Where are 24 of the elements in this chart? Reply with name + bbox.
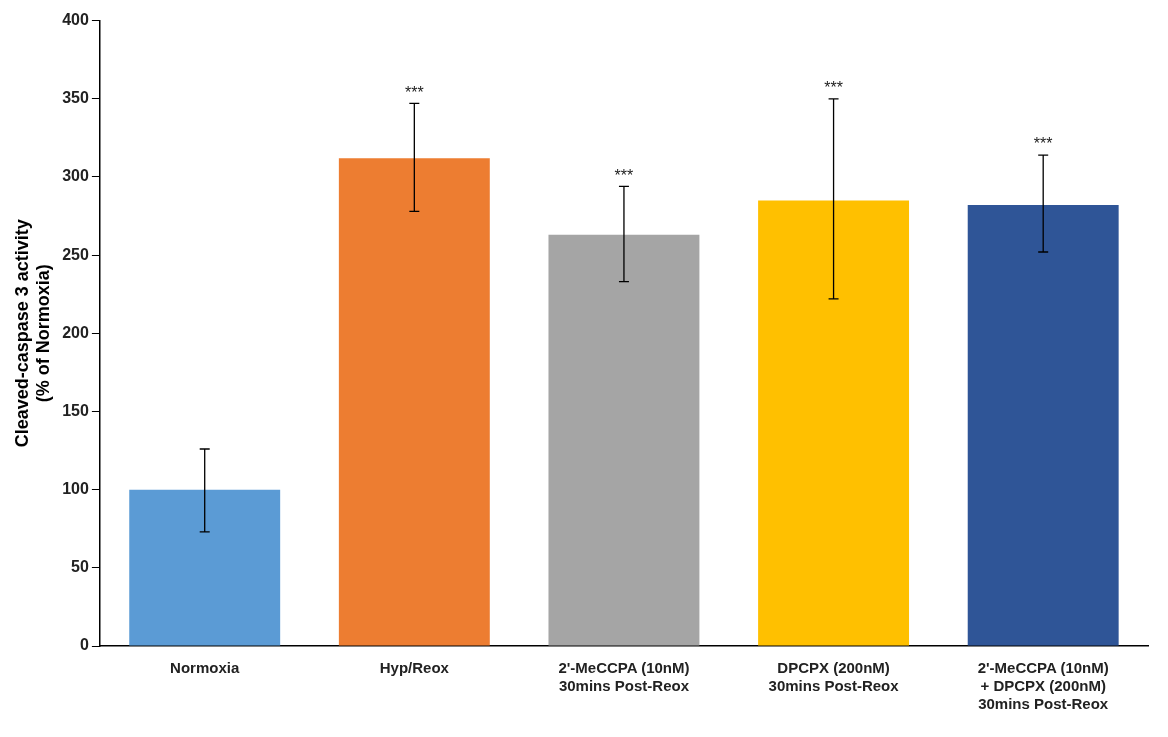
bar bbox=[548, 234, 700, 646]
bar bbox=[758, 200, 910, 646]
annotation: *** bbox=[614, 166, 634, 184]
bar bbox=[967, 205, 1119, 646]
annotation: *** bbox=[824, 79, 843, 97]
y-tick-label: 250 bbox=[62, 245, 89, 263]
y-tick-label: 300 bbox=[62, 167, 89, 185]
y-tick-label: 400 bbox=[62, 11, 89, 29]
annotation: *** bbox=[404, 83, 424, 101]
y-tick-label: 150 bbox=[62, 401, 89, 419]
x-tick-label: Hyp/Reox bbox=[379, 659, 450, 677]
y-tick-label: 200 bbox=[62, 323, 89, 341]
x-tick-label: 2'-MeCCPA (10nM) + DPCPX (200nM) 30mins Post-Reox bbox=[977, 659, 1109, 713]
x-tick-label: 2'-MeCCPA (10nM) 30mins Post-Reox bbox=[558, 659, 690, 695]
bar bbox=[338, 158, 490, 646]
bar bbox=[129, 489, 281, 646]
y-tick-label: 0 bbox=[79, 636, 89, 654]
annotation: *** bbox=[1033, 135, 1053, 153]
y-tick-label: 50 bbox=[71, 558, 89, 576]
y-tick-label: 350 bbox=[62, 89, 89, 107]
y-tick-label: 100 bbox=[62, 480, 89, 498]
x-tick-label: DPCPX (200nM) 30mins Post-Reox bbox=[768, 659, 900, 695]
y-axis-title: Cleaved-caspase 3 activity (% of Normoxia) bbox=[11, 219, 54, 448]
x-tick-label: Normoxia bbox=[170, 659, 240, 677]
